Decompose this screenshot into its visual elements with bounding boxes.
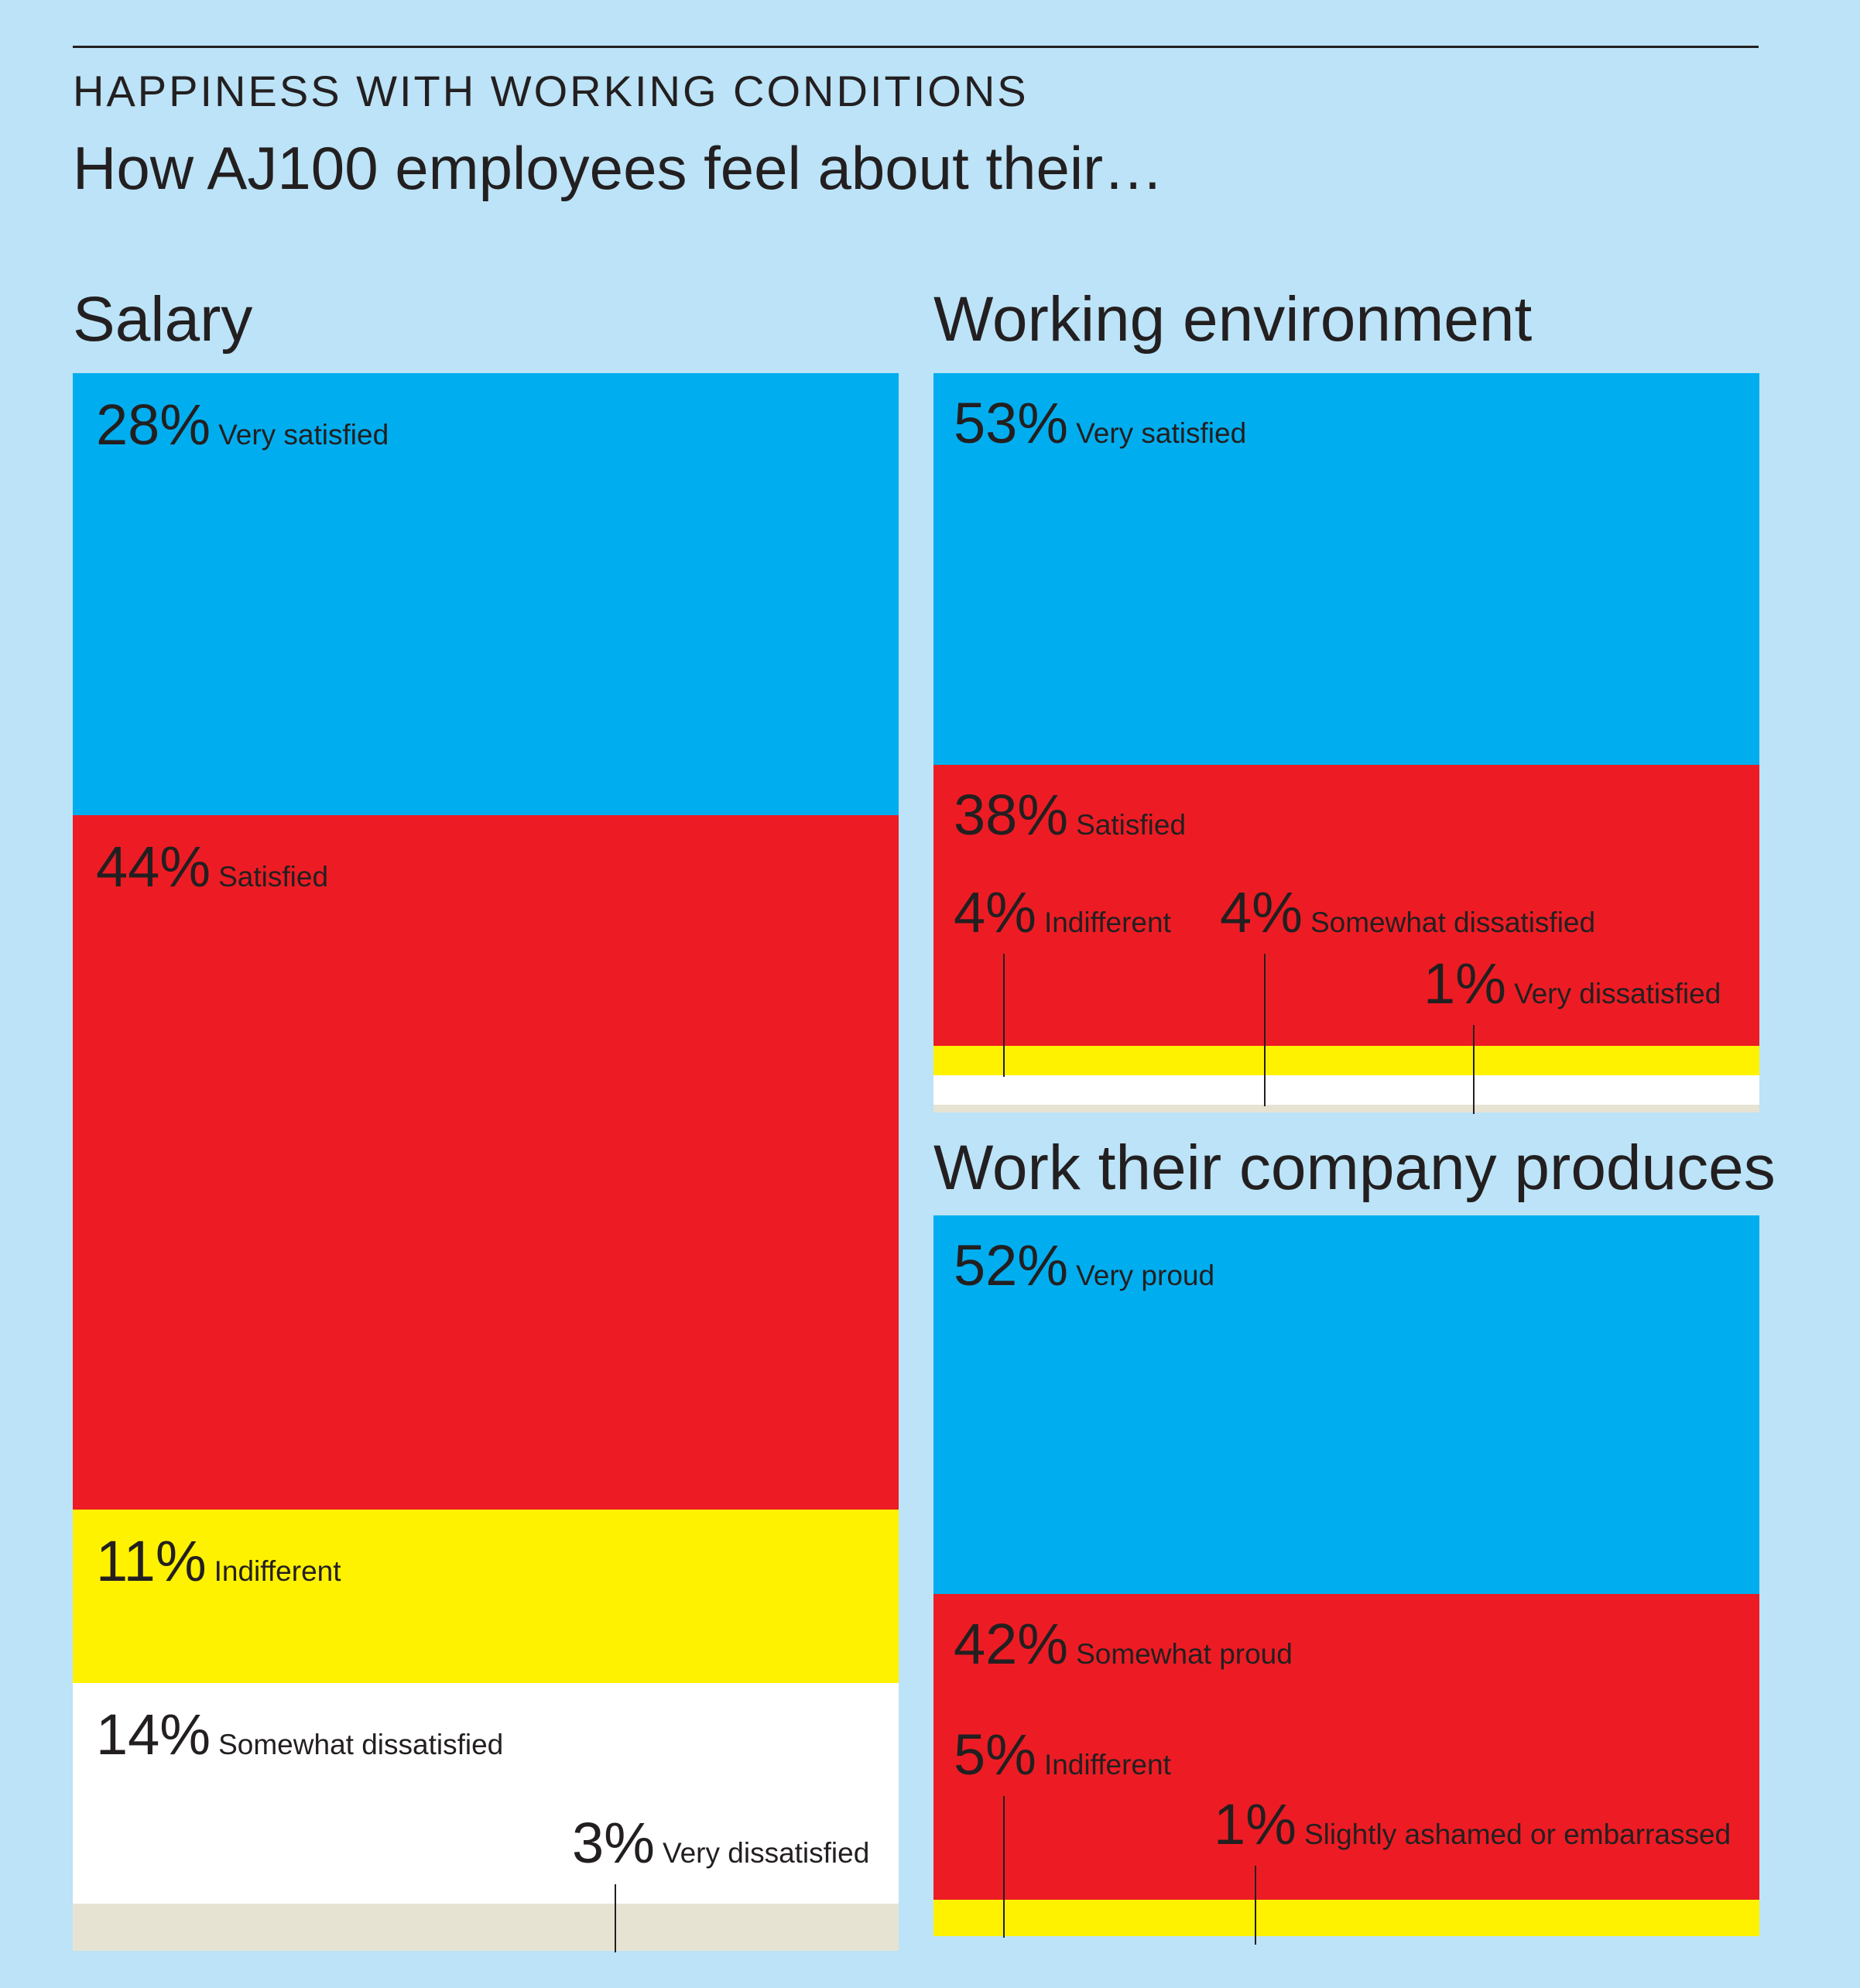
bar-segment-satisfied bbox=[73, 815, 899, 1510]
bar-segment-very-satisfied bbox=[933, 373, 1759, 765]
leader-line bbox=[1255, 1866, 1256, 1945]
value-label: 1% bbox=[1423, 951, 1506, 1016]
data-label: 4% Indifferent bbox=[954, 884, 1171, 941]
value-label: 53% bbox=[954, 391, 1069, 455]
category-label: Somewhat proud bbox=[1076, 1638, 1293, 1670]
leader-line bbox=[1003, 1796, 1005, 1938]
leader-line bbox=[1473, 1025, 1475, 1114]
value-label: 5% bbox=[954, 1722, 1036, 1787]
working-environment-chart: 53% Very satisfied 38% Satisfied 4% Indiffere… bbox=[933, 373, 1759, 1114]
leader-line bbox=[1264, 954, 1266, 1106]
leader-line bbox=[615, 1884, 616, 1952]
salary-chart: 28% Very satisfied 44% Satisfied 11% Indiffer… bbox=[73, 373, 899, 1952]
data-label: 1% Slightly ashamed or embarrassed bbox=[1214, 1796, 1731, 1853]
value-label: 1% bbox=[1214, 1792, 1297, 1856]
value-label: 42% bbox=[954, 1612, 1069, 1676]
bar-segment-very-dissatisfied bbox=[73, 1904, 899, 1951]
data-label: 53% Very satisfied bbox=[954, 395, 1246, 452]
data-label: 44% Satisfied bbox=[96, 838, 328, 896]
category-label: Very dissatisfied bbox=[1513, 978, 1721, 1009]
bar-segment-very-proud bbox=[933, 1215, 1759, 1594]
chart-subheading: How AJ100 employees feel about their… bbox=[73, 134, 1164, 202]
value-label: 28% bbox=[96, 392, 211, 457]
data-label: 1% Very dissatisfied bbox=[1423, 955, 1721, 1013]
bar-segment-indifferent bbox=[933, 1900, 1759, 1936]
category-label: Very satisfied bbox=[218, 419, 389, 451]
chart-heading: HAPPINESS WITH WORKING CONDITIONS bbox=[73, 67, 1029, 115]
bar-segment-very-dissatisfied bbox=[933, 1105, 1759, 1112]
value-label: 4% bbox=[1220, 880, 1303, 944]
bar-segment-somewhat-proud bbox=[933, 1594, 1759, 1900]
category-label: Satisfied bbox=[1076, 809, 1187, 841]
category-label: Very dissatisfied bbox=[662, 1837, 870, 1869]
value-label: 14% bbox=[96, 1702, 211, 1767]
bar-segment-somewhat-dissatisfied bbox=[933, 1075, 1759, 1105]
data-label: 28% Very satisfied bbox=[96, 396, 389, 454]
data-label: 3% Very dissatisfied bbox=[572, 1815, 869, 1872]
category-label: Somewhat dissatisfied bbox=[1310, 907, 1596, 938]
salary-title: Salary bbox=[73, 284, 253, 355]
data-label: 5% Indifferent bbox=[954, 1726, 1171, 1784]
working-environment-title: Working environment bbox=[933, 284, 1533, 355]
bar-segment-slightly-ashamed-or-embarrassed bbox=[933, 1936, 1759, 1943]
bar-segment-indifferent bbox=[933, 1046, 1759, 1075]
value-label: 52% bbox=[954, 1233, 1069, 1297]
data-label: 42% Somewhat proud bbox=[954, 1616, 1293, 1673]
category-label: Indifferent bbox=[1043, 1749, 1171, 1781]
value-label: 4% bbox=[954, 880, 1036, 944]
company-work-title: Work their company produces bbox=[933, 1133, 1776, 1203]
category-label: Somewhat dissatisfied bbox=[218, 1729, 504, 1760]
category-label: Indifferent bbox=[214, 1555, 341, 1587]
bar-segment-very-satisfied bbox=[73, 373, 899, 815]
data-label: 11% Indifferent bbox=[96, 1533, 341, 1590]
bar-segment-indifferent bbox=[73, 1510, 899, 1683]
company-work-chart: 52% Very proud 42% Somewhat proud 5% Indiffer… bbox=[933, 1215, 1759, 1945]
category-label: Satisfied bbox=[218, 861, 329, 893]
category-label: Very proud bbox=[1076, 1260, 1215, 1291]
value-label: 44% bbox=[96, 835, 211, 899]
bar-segment-somewhat-dissatisfied bbox=[73, 1683, 899, 1904]
bar-segment-satisfied bbox=[933, 765, 1759, 1046]
category-label: Indifferent bbox=[1043, 907, 1171, 938]
leader-line bbox=[1003, 954, 1005, 1077]
value-label: 3% bbox=[572, 1811, 655, 1875]
data-label: 38% Satisfied bbox=[954, 787, 1186, 844]
value-label: 11% bbox=[96, 1529, 207, 1593]
data-label: 4% Somewhat dissatisfied bbox=[1220, 884, 1595, 941]
top-rule bbox=[73, 46, 1759, 48]
value-label: 38% bbox=[954, 783, 1069, 847]
data-label: 52% Very proud bbox=[954, 1237, 1214, 1294]
category-label: Slightly ashamed or embarrassed bbox=[1303, 1818, 1732, 1850]
category-label: Very satisfied bbox=[1076, 417, 1247, 449]
data-label: 14% Somewhat dissatisfied bbox=[96, 1706, 503, 1763]
